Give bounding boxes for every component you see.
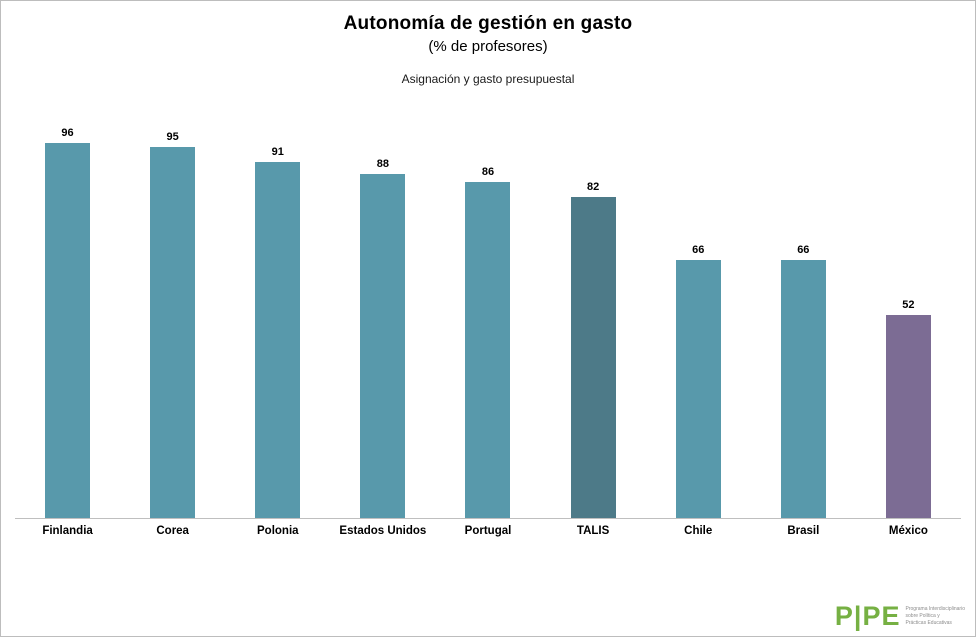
pipe-logo-tagline-line: Prácticas Educativas [905, 620, 952, 626]
bar-value-label: 86 [481, 165, 495, 178]
category-label: Corea [156, 525, 189, 537]
bar-méxico [885, 314, 931, 518]
chart-caption: Asignación y gasto presupuestal [401, 72, 575, 86]
category-label: México [888, 525, 928, 537]
bar-value-label: 66 [797, 243, 810, 256]
category-label: Brasil [787, 525, 820, 537]
pipe-logo-tagline-line: sobre Política y [905, 613, 940, 619]
bar-finlandia [45, 143, 91, 518]
category-label: TALIS [576, 525, 610, 537]
bar-polonia [255, 162, 301, 518]
category-label: Polonia [257, 525, 299, 537]
plot-area: 96 95 91 88 86 82 66 66 52 [15, 127, 961, 519]
bar-area: 96 95 91 88 86 82 66 66 52 [15, 127, 961, 518]
bar-group: 82 [541, 127, 646, 518]
bar-value-label: 82 [586, 181, 600, 194]
bar-group: 91 [225, 127, 330, 518]
bar-group: 52 [856, 127, 961, 518]
bar-value-label: 96 [61, 127, 74, 139]
pipe-logo-tagline-line: Programa Interdisciplinario [905, 606, 965, 612]
bar-talis [570, 197, 616, 518]
pipe-logo-tagline: Programa Interdisciplinario sobre Políti… [906, 606, 965, 627]
category-axis: Finlandia Corea Polonia Estados Unidos Portu… [15, 525, 961, 537]
bar-group: 86 [435, 127, 540, 518]
bar-group: 66 [751, 127, 856, 518]
bar-value-label: 66 [692, 243, 705, 256]
bar-corea [150, 146, 196, 518]
bar-value-label: 88 [376, 157, 389, 170]
bar-estados-unidos [360, 173, 406, 518]
pipe-logo-text: P|PE [834, 601, 901, 631]
pipe-logo: P|PE Programa Interdisciplinario sobre P… [835, 603, 965, 630]
bar-chile [675, 259, 721, 518]
bar-brasil [780, 259, 826, 518]
bar-group: 95 [120, 127, 225, 518]
category-label: Portugal [464, 525, 512, 537]
bar-value-label: 91 [271, 146, 284, 159]
category-label: Chile [684, 525, 713, 537]
bar-group: 66 [646, 127, 751, 518]
bar-group: 96 [15, 127, 120, 518]
chart-header: Autonomía de gestión en gasto (% de prof… [1, 13, 975, 86]
category-label: Finlandia [42, 525, 93, 537]
chart-title: Autonomía de gestión en gasto [343, 13, 633, 34]
bar-group: 88 [330, 127, 435, 518]
bar-value-label: 95 [166, 130, 179, 143]
category-label: Estados Unidos [339, 525, 427, 537]
bar-value-label: 52 [902, 298, 915, 311]
chart-subtitle: (% de profesores) [428, 38, 548, 55]
bar-portugal [465, 181, 511, 518]
